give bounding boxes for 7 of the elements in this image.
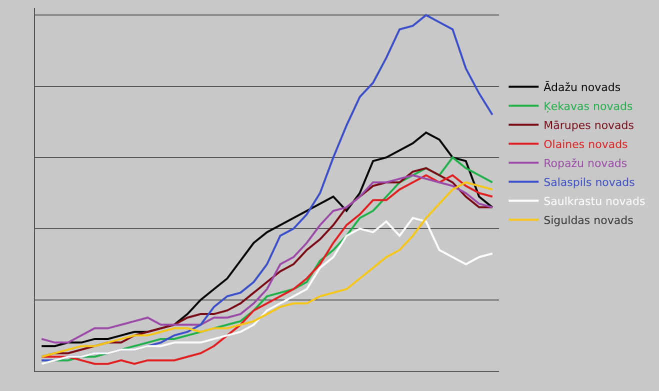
legend-label: Ropažu novads bbox=[544, 156, 628, 170]
legend-label: Ādažu novads bbox=[544, 80, 621, 94]
legend-label: Ķekavas novads bbox=[544, 100, 633, 113]
legend-label: Olaines novads bbox=[544, 138, 628, 151]
legend-label: Siguldas novads bbox=[544, 214, 634, 227]
legend-label: Salaspils novads bbox=[544, 176, 636, 189]
legend-label: Mārupes novads bbox=[544, 118, 634, 132]
